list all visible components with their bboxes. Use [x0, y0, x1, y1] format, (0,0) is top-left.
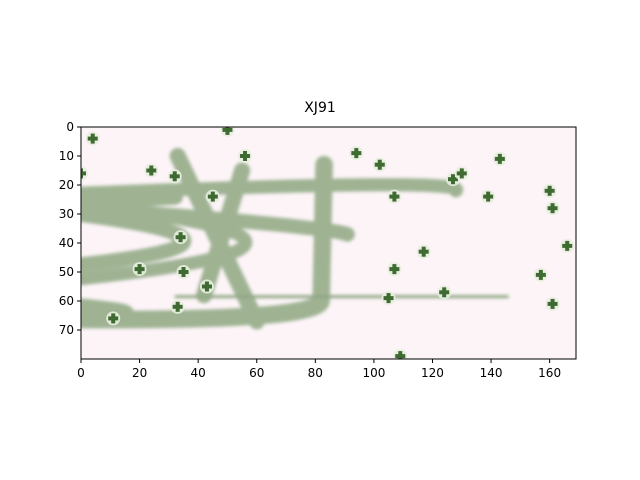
glyph-1-stroke — [81, 178, 464, 286]
noise-dot — [533, 267, 548, 282]
noise-dot — [372, 157, 387, 172]
noise-dot — [132, 262, 147, 277]
y-tick-label: 30 — [59, 207, 74, 221]
noise-dot — [481, 189, 496, 204]
noise-dot — [560, 238, 575, 253]
noise-dot — [437, 285, 452, 300]
x-tick-label: 40 — [191, 366, 206, 380]
noise-dot — [416, 244, 431, 259]
y-tick-label: 50 — [59, 265, 74, 279]
noise-dot — [393, 349, 408, 359]
noise-dot — [349, 146, 364, 161]
noise-dot — [173, 230, 188, 245]
captcha-glyphs — [81, 147, 509, 330]
glyph-j-stroke — [81, 155, 333, 329]
x-tick-label: 120 — [421, 366, 444, 380]
noise-dot — [144, 163, 159, 178]
noise-dot — [387, 189, 402, 204]
noise-dot — [81, 166, 88, 181]
x-tick-label: 80 — [308, 366, 323, 380]
figure-title: XJ91 — [304, 100, 336, 116]
y-tick-label: 70 — [59, 323, 74, 337]
x-axis: 0 20 40 60 80 100 120 140 160 — [77, 359, 561, 380]
x-tick-label: 60 — [249, 366, 264, 380]
noise-dot — [545, 296, 560, 311]
noise-dot — [106, 311, 121, 326]
noise-dot — [454, 166, 469, 181]
noise-dot — [167, 169, 182, 184]
x-tick-label: 100 — [362, 366, 385, 380]
noise-dot — [199, 279, 214, 294]
noise-dot — [170, 299, 185, 314]
noise-dot — [492, 151, 507, 166]
y-tick-label: 60 — [59, 294, 74, 308]
y-axis: 0 10 20 30 40 50 60 70 — [59, 120, 81, 337]
y-tick-label: 0 — [66, 120, 74, 134]
noise-dot — [176, 265, 191, 279]
noise-dots — [81, 127, 575, 359]
noise-dot — [238, 149, 253, 163]
noise-dot — [545, 201, 560, 216]
noise-dot — [542, 183, 557, 198]
noise-dot — [220, 127, 235, 137]
x-tick-label: 160 — [538, 366, 561, 380]
x-tick-label: 140 — [480, 366, 503, 380]
x-tick-label: 0 — [77, 366, 85, 380]
y-tick-label: 40 — [59, 236, 74, 250]
noise-dot — [381, 291, 396, 306]
noise-dot — [85, 131, 100, 146]
noise-dot — [205, 189, 220, 204]
noise-dot — [387, 262, 402, 277]
y-tick-label: 20 — [59, 178, 74, 192]
x-tick-label: 20 — [132, 366, 147, 380]
y-tick-label: 10 — [59, 149, 74, 163]
